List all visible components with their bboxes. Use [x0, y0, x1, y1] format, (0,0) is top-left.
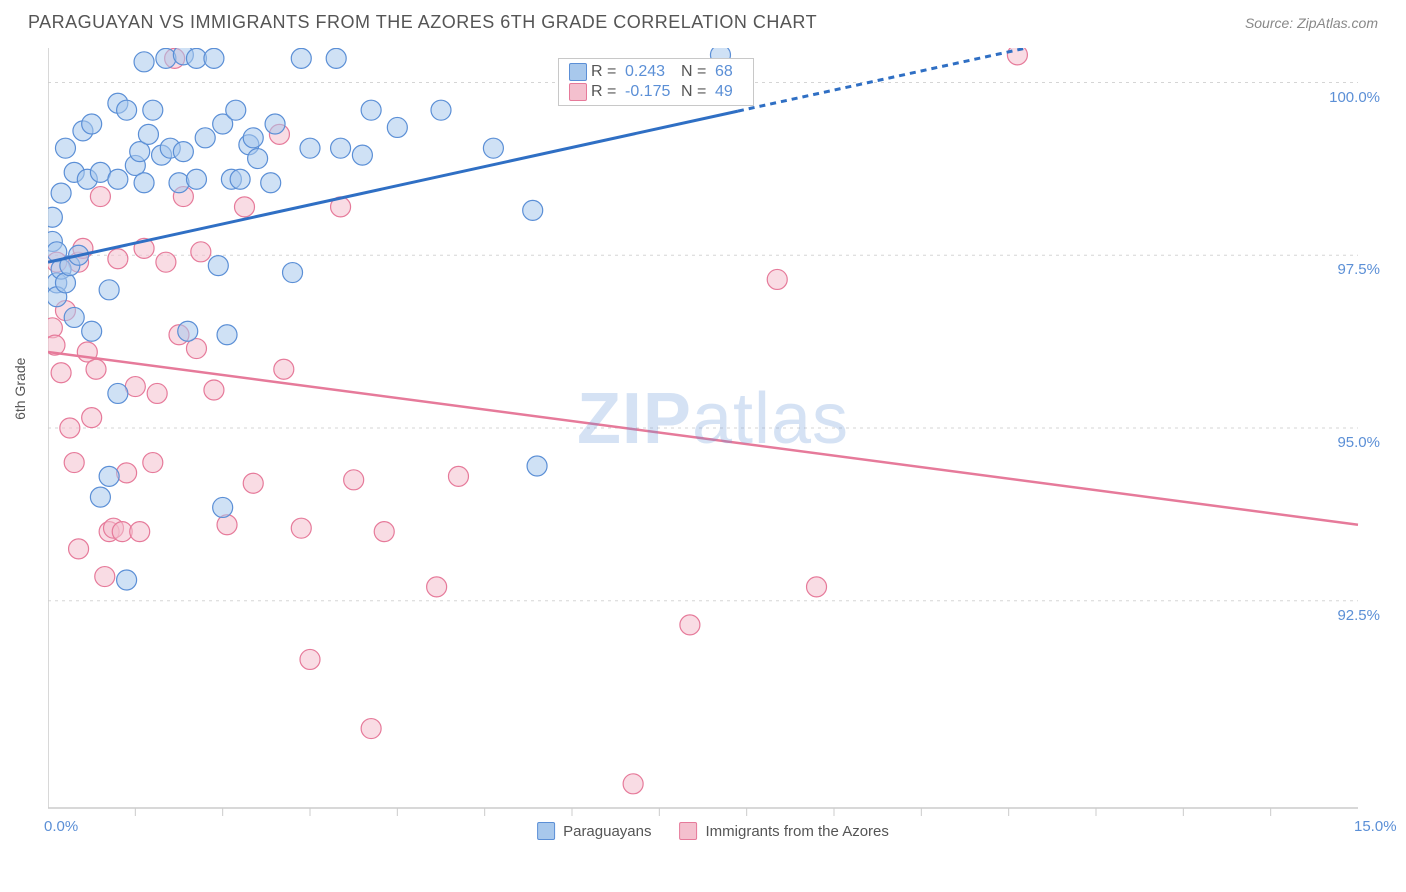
- n-value: 49: [715, 83, 743, 101]
- legend-item-series2: Immigrants from the Azores: [680, 822, 889, 840]
- r-label: R =: [591, 83, 625, 101]
- legend: Paraguayans Immigrants from the Azores: [537, 822, 889, 840]
- y-tick-label: 95.0%: [1337, 434, 1380, 451]
- n-value: 68: [715, 63, 743, 81]
- y-tick-label: 100.0%: [1329, 89, 1380, 106]
- legend-label: Immigrants from the Azores: [706, 823, 889, 840]
- source-attribution: Source: ZipAtlas.com: [1245, 15, 1378, 31]
- chart-container: 6th Grade ZIPatlas R = 0.243 N = 68 R = …: [48, 48, 1378, 838]
- y-tick-label: 92.5%: [1337, 607, 1380, 624]
- series1-swatch: [537, 822, 555, 840]
- r-value: 0.243: [625, 63, 681, 81]
- legend-item-series1: Paraguayans: [537, 822, 651, 840]
- r-value: -0.175: [625, 83, 681, 101]
- r-label: R =: [591, 63, 625, 81]
- stats-swatch: [569, 83, 587, 101]
- y-axis-label: 6th Grade: [12, 358, 28, 420]
- n-label: N =: [681, 83, 715, 101]
- n-label: N =: [681, 63, 715, 81]
- x-tick-label: 15.0%: [1354, 818, 1397, 835]
- scatter-plot: [48, 48, 1378, 838]
- correlation-stats-box: R = 0.243 N = 68 R = -0.175 N = 49: [558, 58, 754, 106]
- series2-swatch: [680, 822, 698, 840]
- stats-swatch: [569, 63, 587, 81]
- x-tick-label: 0.0%: [44, 818, 78, 835]
- chart-title: PARAGUAYAN VS IMMIGRANTS FROM THE AZORES…: [28, 12, 817, 33]
- y-tick-label: 97.5%: [1337, 261, 1380, 278]
- legend-label: Paraguayans: [563, 823, 651, 840]
